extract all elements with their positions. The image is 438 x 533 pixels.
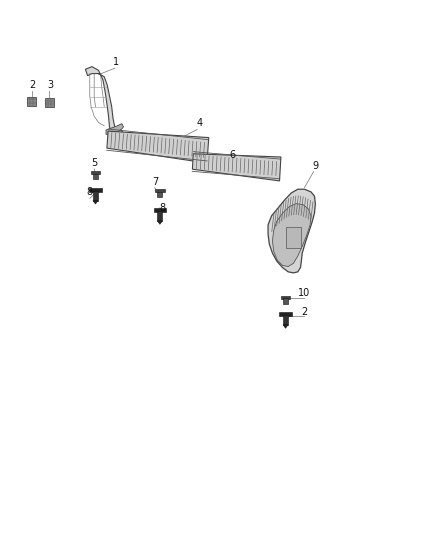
Text: 9: 9 [312, 160, 318, 171]
Text: 8: 8 [159, 203, 165, 213]
Text: 10: 10 [298, 288, 311, 298]
Bar [27, 97, 36, 106]
Bar [93, 191, 98, 200]
Bar [93, 174, 98, 179]
Bar [281, 296, 290, 298]
Text: 4: 4 [196, 118, 202, 128]
Text: 2: 2 [30, 79, 36, 90]
Text: 2: 2 [301, 307, 307, 317]
Bar [89, 188, 102, 191]
Text: 6: 6 [229, 150, 235, 160]
Text: 5: 5 [91, 158, 97, 168]
Text: 8: 8 [87, 187, 93, 197]
Polygon shape [106, 124, 124, 134]
Bar [157, 212, 162, 221]
Text: 3: 3 [47, 79, 53, 90]
Bar [45, 98, 54, 107]
Polygon shape [107, 131, 209, 163]
Polygon shape [93, 200, 98, 204]
Bar [286, 227, 301, 248]
Polygon shape [272, 204, 311, 266]
Bar [279, 312, 292, 316]
Polygon shape [85, 67, 124, 140]
Text: 1: 1 [113, 56, 119, 67]
Text: 7: 7 [152, 176, 159, 187]
Bar [157, 192, 162, 197]
Polygon shape [283, 325, 288, 328]
Polygon shape [268, 189, 315, 273]
Bar [154, 208, 166, 212]
Bar [91, 171, 100, 174]
Bar [283, 298, 288, 304]
Polygon shape [157, 221, 162, 224]
Bar [283, 316, 288, 325]
Bar [155, 189, 165, 192]
Polygon shape [192, 154, 281, 181]
